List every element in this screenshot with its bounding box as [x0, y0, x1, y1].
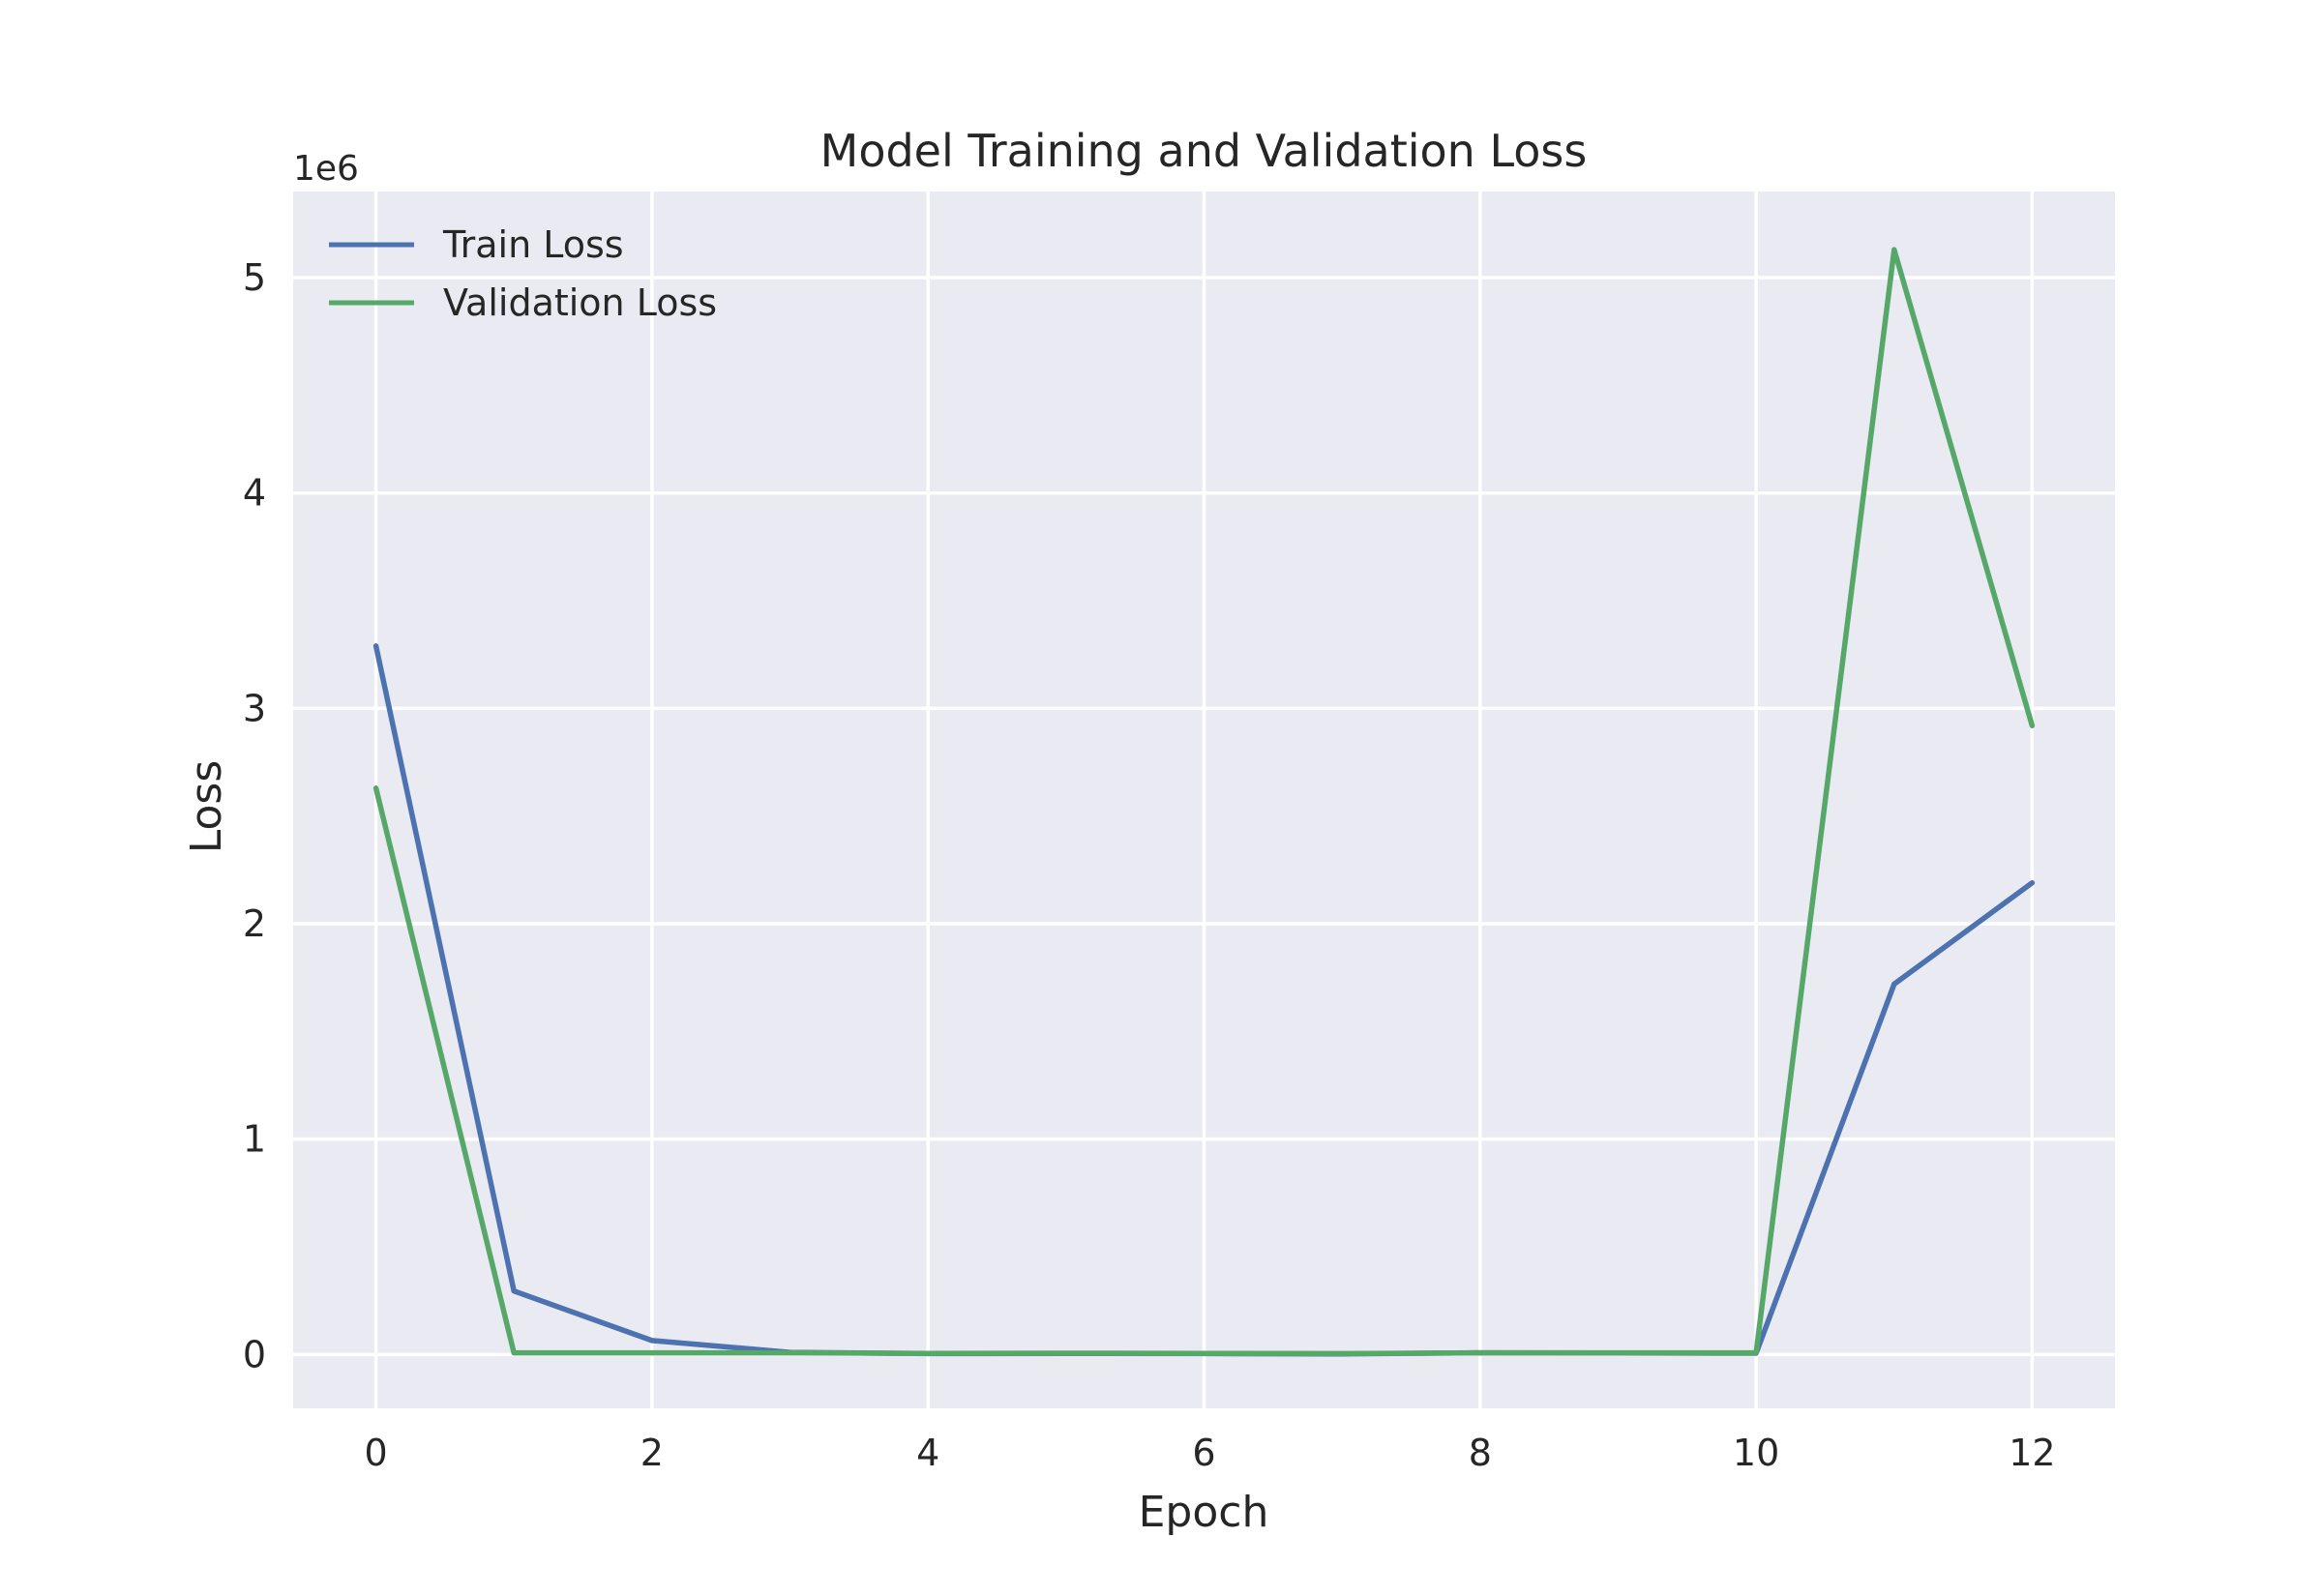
y-tick-label: 5	[243, 256, 266, 299]
series-group	[372, 247, 2036, 1357]
legend-label-train-loss: Train Loss	[442, 223, 624, 266]
y-ticks: 0 1 2 3 4 5	[243, 256, 266, 1375]
legend-label-validation-loss: Validation Loss	[443, 281, 717, 324]
legend: Train Loss Validation Loss	[329, 223, 717, 324]
y-tick-label: 1	[243, 1118, 266, 1161]
x-ticks: 0 2 4 6 8 10 12	[364, 1432, 2055, 1474]
y-axis-offset-label: 1e6	[293, 149, 359, 189]
x-tick-label: 8	[1469, 1432, 1492, 1474]
x-axis-label: Epoch	[1139, 1488, 1269, 1537]
y-tick-label: 4	[243, 472, 266, 515]
x-tick-label: 10	[1733, 1432, 1779, 1474]
x-tick-label: 0	[364, 1432, 387, 1474]
y-tick-label: 0	[243, 1333, 266, 1375]
y-axis-label: Loss	[182, 760, 231, 854]
y-tick-label: 2	[243, 902, 266, 945]
y-tick-label: 3	[243, 687, 266, 729]
x-tick-label: 6	[1192, 1432, 1215, 1474]
chart-title: Model Training and Validation Loss	[820, 125, 1588, 177]
x-tick-label: 2	[640, 1432, 664, 1474]
x-tick-label: 4	[916, 1432, 939, 1474]
series-line-validation-loss	[372, 247, 2036, 1357]
x-tick-label: 12	[2009, 1432, 2055, 1474]
